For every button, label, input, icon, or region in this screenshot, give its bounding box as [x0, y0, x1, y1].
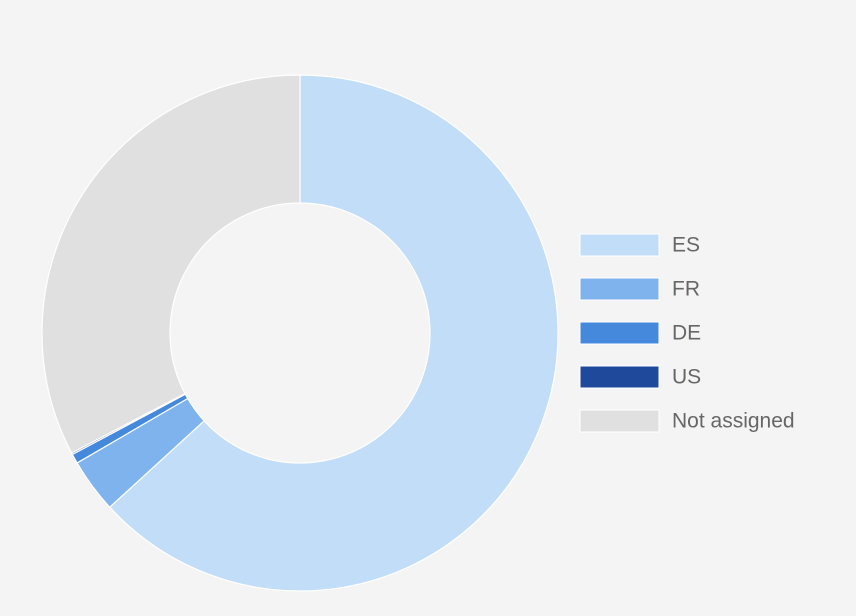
- legend-label: ES: [672, 234, 700, 257]
- donut-slice: [108, 74, 559, 592]
- legend-label: US: [672, 366, 701, 389]
- donut-slice: [41, 74, 301, 454]
- legend-swatch: [579, 233, 660, 257]
- legend-label: DE: [672, 322, 701, 345]
- legend-swatch: [579, 365, 660, 389]
- legend-swatch: [579, 321, 660, 345]
- legend-label: FR: [672, 278, 700, 301]
- legend-label: Not assigned: [672, 410, 795, 433]
- legend-swatch: [579, 409, 660, 433]
- legend-swatch: [579, 277, 660, 301]
